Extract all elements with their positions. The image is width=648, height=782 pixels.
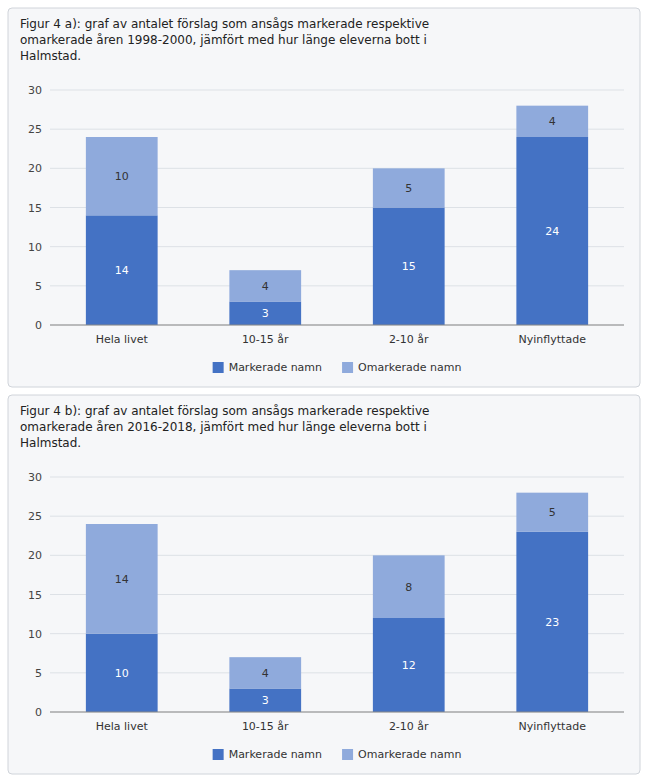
legend-label: Omarkerade namn bbox=[358, 748, 461, 761]
panel bbox=[8, 395, 640, 774]
legend: Markerade namn Omarkerade namn bbox=[213, 748, 462, 761]
bar bbox=[373, 555, 445, 618]
data-label: 10 bbox=[115, 170, 129, 183]
x-tick-label: Hela livet bbox=[96, 720, 149, 733]
bar bbox=[516, 493, 588, 532]
legend-swatch bbox=[213, 749, 224, 760]
x-tick-label: Nyinflyttade bbox=[519, 720, 587, 733]
data-label: 14 bbox=[115, 264, 129, 277]
bar bbox=[86, 137, 158, 215]
y-tick-label: 15 bbox=[28, 589, 42, 602]
grid-line bbox=[50, 90, 624, 91]
x-tick-label: 2-10 år bbox=[389, 333, 429, 346]
data-label: 4 bbox=[549, 115, 556, 128]
bar bbox=[86, 524, 158, 634]
legend-item: Markerade namn bbox=[213, 748, 322, 761]
data-labels: 14 3 15 24 10 4 5 4 bbox=[115, 115, 560, 320]
legend-swatch bbox=[342, 749, 353, 760]
legend-swatch bbox=[342, 362, 353, 373]
panel bbox=[8, 8, 640, 387]
x-tick-label: Nyinflyttade bbox=[519, 333, 587, 346]
data-label: 4 bbox=[262, 280, 269, 293]
title-line: Halmstad. bbox=[20, 436, 81, 450]
data-label: 23 bbox=[545, 616, 559, 629]
bar bbox=[373, 168, 445, 207]
bar bbox=[373, 208, 445, 326]
y-tick-label: 0 bbox=[35, 706, 42, 719]
data-label: 5 bbox=[549, 506, 556, 519]
y-tick-label: 10 bbox=[28, 628, 42, 641]
legend-label: Markerade namn bbox=[229, 361, 322, 374]
x-tick-label: Hela livet bbox=[96, 333, 149, 346]
data-label: 4 bbox=[262, 667, 269, 680]
y-tick-label: 0 bbox=[35, 319, 42, 332]
title-line: Figur 4 b): graf av antalet förslag som … bbox=[20, 404, 429, 418]
bar bbox=[229, 270, 301, 301]
title-line: omarkerade åren 1998-2000, jämfört med h… bbox=[20, 33, 427, 47]
legend-label: Markerade namn bbox=[229, 748, 322, 761]
bar bbox=[229, 657, 301, 688]
data-label: 5 bbox=[405, 182, 412, 195]
data-label: 3 bbox=[262, 694, 269, 707]
legend-item: Omarkerade namn bbox=[342, 748, 461, 761]
data-label: 12 bbox=[402, 659, 416, 672]
bar bbox=[516, 137, 588, 325]
legend-swatch bbox=[213, 362, 224, 373]
x-axis-line bbox=[50, 712, 624, 713]
y-tick-label: 15 bbox=[28, 202, 42, 215]
x-tick-label: 2-10 år bbox=[389, 720, 429, 733]
y-tick-label: 5 bbox=[35, 667, 42, 680]
data-label: 8 bbox=[405, 581, 412, 594]
y-tick-label: 30 bbox=[28, 471, 42, 484]
bars bbox=[86, 493, 588, 712]
y-tick-label: 20 bbox=[28, 162, 42, 175]
legend-item: Markerade namn bbox=[213, 361, 322, 374]
grid-line bbox=[50, 325, 624, 326]
x-axis-line bbox=[50, 325, 624, 326]
bar bbox=[373, 618, 445, 712]
bar bbox=[229, 689, 301, 713]
title-line: Halmstad. bbox=[20, 49, 81, 63]
grid-line bbox=[50, 477, 624, 478]
data-label: 3 bbox=[262, 307, 269, 320]
bar bbox=[86, 634, 158, 712]
title: Figur 4 b): graf av antalet förslag som … bbox=[20, 404, 429, 450]
y-tick-label: 30 bbox=[28, 84, 42, 97]
title-line: omarkerade åren 2016-2018, jämfört med h… bbox=[20, 420, 427, 434]
legend-item: Omarkerade namn bbox=[342, 361, 461, 374]
y-tick-label: 25 bbox=[28, 510, 42, 523]
x-tick-label: 10-15 år bbox=[242, 720, 289, 733]
title: Figur 4 a): graf av antalet förslag som … bbox=[20, 17, 429, 63]
data-label: 10 bbox=[115, 667, 129, 680]
figure: Figur 4 a): graf av antalet förslag som … bbox=[0, 0, 648, 782]
y-tick-label: 5 bbox=[35, 280, 42, 293]
bar bbox=[86, 215, 158, 325]
data-label: 24 bbox=[545, 225, 559, 238]
title-line: Figur 4 a): graf av antalet förslag som … bbox=[20, 17, 429, 31]
x-tick-label: 10-15 år bbox=[242, 333, 289, 346]
y-tick-label: 20 bbox=[28, 549, 42, 562]
y-tick-label: 10 bbox=[28, 241, 42, 254]
bar bbox=[516, 532, 588, 712]
data-label: 14 bbox=[115, 573, 129, 586]
legend: Markerade namn Omarkerade namn bbox=[213, 361, 462, 374]
data-labels: 10 3 12 23 14 4 8 5 bbox=[115, 506, 560, 707]
bars bbox=[86, 106, 588, 325]
grid-line bbox=[50, 712, 624, 713]
y-tick-label: 25 bbox=[28, 123, 42, 136]
bar bbox=[229, 302, 301, 326]
bar bbox=[516, 106, 588, 137]
legend-label: Omarkerade namn bbox=[358, 361, 461, 374]
data-label: 15 bbox=[402, 260, 416, 273]
